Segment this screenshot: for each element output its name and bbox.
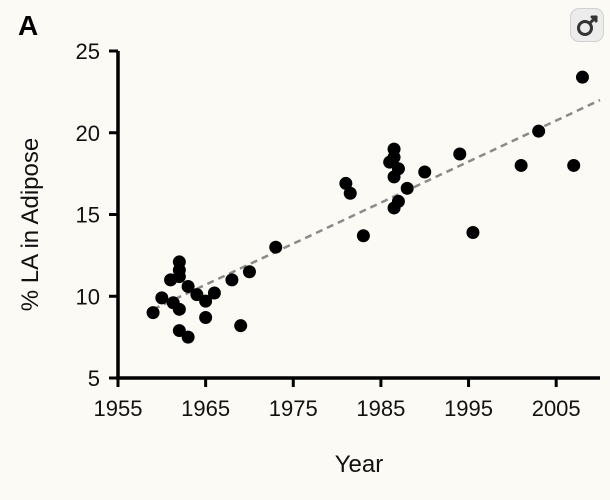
data-point <box>146 306 160 320</box>
data-point <box>387 150 401 164</box>
trendline-layer <box>152 98 601 311</box>
data-point <box>532 124 546 138</box>
data-point <box>339 176 353 190</box>
trendline <box>152 98 601 311</box>
data-point <box>199 311 213 325</box>
data-point <box>181 279 195 293</box>
data-point <box>269 240 283 254</box>
data-point <box>199 294 213 308</box>
x-tick-label: 1965 <box>181 396 230 421</box>
data-point <box>242 265 256 279</box>
data-point <box>400 181 414 195</box>
panel-label: A <box>18 10 39 41</box>
y-tick-label: 5 <box>88 366 100 391</box>
data-point <box>343 186 357 200</box>
x-tick-label: 1995 <box>444 396 493 421</box>
data-point <box>514 158 528 172</box>
x-tick-label: 2005 <box>532 396 581 421</box>
y-tick-label: 10 <box>76 284 100 309</box>
data-point <box>567 158 581 172</box>
data-point <box>155 291 169 305</box>
x-tick-label: 1975 <box>269 396 318 421</box>
x-axis-title: Year <box>335 451 384 478</box>
y-tick-label: 25 <box>76 39 100 64</box>
data-point <box>172 270 186 284</box>
y-tick-label: 20 <box>76 121 100 146</box>
corner-badge[interactable] <box>570 8 604 42</box>
data-point <box>575 70 589 84</box>
data-point <box>391 194 405 208</box>
y-tick-label: 15 <box>76 203 100 228</box>
y-axis-title: % LA in Adipose <box>17 138 44 311</box>
data-point <box>172 302 186 316</box>
data-point <box>234 319 248 333</box>
x-tick-label: 1955 <box>94 396 143 421</box>
female-symbol-icon <box>577 15 598 36</box>
data-point <box>418 165 432 179</box>
data-point <box>356 229 370 243</box>
data-point <box>207 286 221 300</box>
data-point <box>391 162 405 176</box>
data-point <box>466 225 480 239</box>
axes: 5 10 15 20 25 1955 1965 1975 1985 1995 2005 <box>76 39 600 421</box>
data-point <box>453 147 467 161</box>
data-point <box>181 330 195 344</box>
x-tick-label: 1985 <box>356 396 405 421</box>
data-points <box>146 70 589 344</box>
data-point <box>225 273 239 287</box>
